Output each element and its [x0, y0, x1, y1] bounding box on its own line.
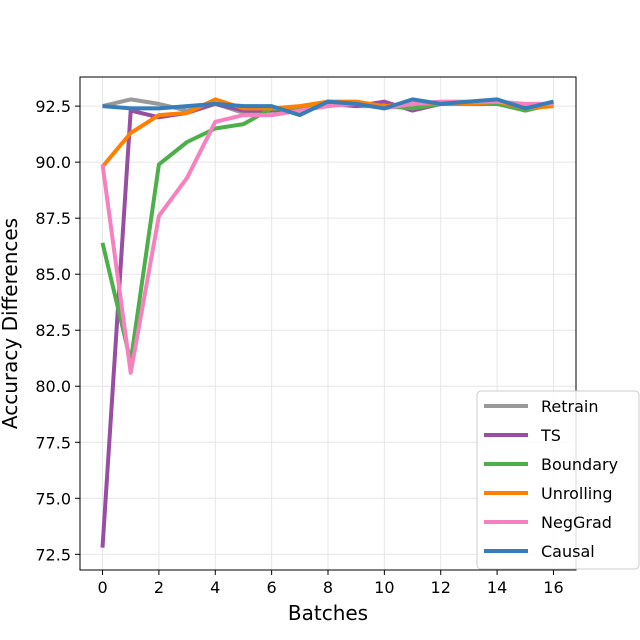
y-axis-ticks: 72.5 75.0 77.5 80.0 82.5 85.0 87.5 90.0 92.5 — [35, 97, 80, 564]
x-axis-ticks: 0 2 4 6 8 10 12 14 16 — [97, 570, 564, 597]
x-tick-label: 4 — [210, 578, 220, 597]
x-tick-label: 0 — [97, 578, 107, 597]
x-tick-label: 8 — [323, 578, 333, 597]
legend-label: TS — [540, 426, 561, 445]
y-axis-label: Accuracy Differences — [0, 218, 22, 429]
x-tick-label: 16 — [543, 578, 563, 597]
series-lines — [100, 97, 554, 548]
y-tick-label: 72.5 — [35, 545, 71, 564]
legend-label: Boundary — [541, 455, 618, 474]
legend-label: Causal — [541, 542, 595, 561]
legend-label: Unrolling — [541, 484, 613, 503]
x-tick-label: 6 — [267, 578, 277, 597]
y-tick-label: 90.0 — [35, 153, 71, 172]
legend: Retrain TS Boundary Unrolling NegGrad Causal — [476, 390, 640, 570]
y-tick-label: 92.5 — [35, 97, 71, 116]
series-line-causal — [102, 97, 554, 118]
y-tick-label: 82.5 — [35, 321, 71, 340]
y-tick-label: 87.5 — [35, 209, 71, 228]
x-tick-label: 10 — [374, 578, 394, 597]
y-tick-label: 77.5 — [35, 433, 71, 452]
legend-label: NegGrad — [541, 513, 612, 532]
y-tick-label: 80.0 — [35, 377, 71, 396]
x-tick-label: 12 — [431, 578, 451, 597]
y-tick-label: 75.0 — [35, 489, 71, 508]
x-tick-label: 2 — [154, 578, 164, 597]
legend-label: Retrain — [541, 397, 598, 416]
x-tick-label: 14 — [487, 578, 507, 597]
x-axis-label: Batches — [288, 601, 368, 625]
y-tick-label: 85.0 — [35, 265, 71, 284]
